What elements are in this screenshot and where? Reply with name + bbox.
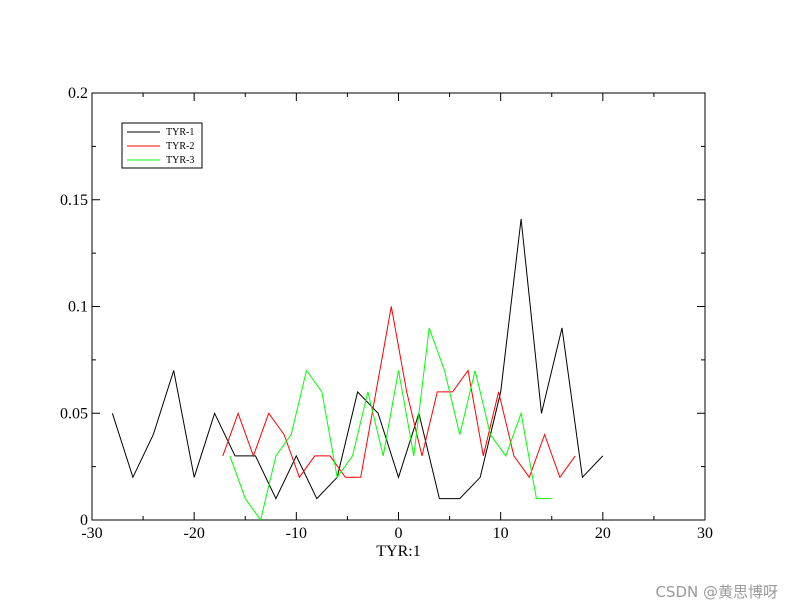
legend-label: TYR-1 (166, 127, 194, 138)
y-tick-label: 0.15 (60, 192, 88, 209)
series-line-tyr-1 (111, 218, 604, 500)
y-tick-label: 0 (80, 512, 88, 529)
x-tick-label: 0 (395, 525, 403, 542)
legend: TYR-1 TYR-2 TYR-3 (121, 122, 203, 169)
watermark: CSDN @黄思博呀 (655, 583, 778, 601)
series-line-tyr-3 (229, 327, 552, 520)
y-tick-label: 0.2 (68, 85, 88, 102)
series-layer (111, 218, 604, 520)
x-tick-label: -30 (81, 525, 102, 542)
y-axis: 0 0.05 0.1 0.15 0.2 (60, 85, 705, 529)
series-line-tyr-2 (222, 306, 576, 479)
legend-label: TYR-3 (166, 155, 194, 166)
x-tick-label: 20 (595, 525, 611, 542)
legend-label: TYR-2 (166, 141, 194, 152)
y-tick-label: 0.1 (68, 299, 88, 316)
x-tick-label: -20 (184, 525, 205, 542)
x-tick-label: -10 (286, 525, 307, 542)
x-axis: -30 -20 -10 0 10 20 30 (81, 93, 713, 542)
x-tick-label: 10 (493, 525, 509, 542)
x-tick-label: 30 (697, 525, 713, 542)
y-tick-label: 0.05 (60, 405, 88, 422)
x-axis-title: TYR:1 (376, 543, 420, 560)
